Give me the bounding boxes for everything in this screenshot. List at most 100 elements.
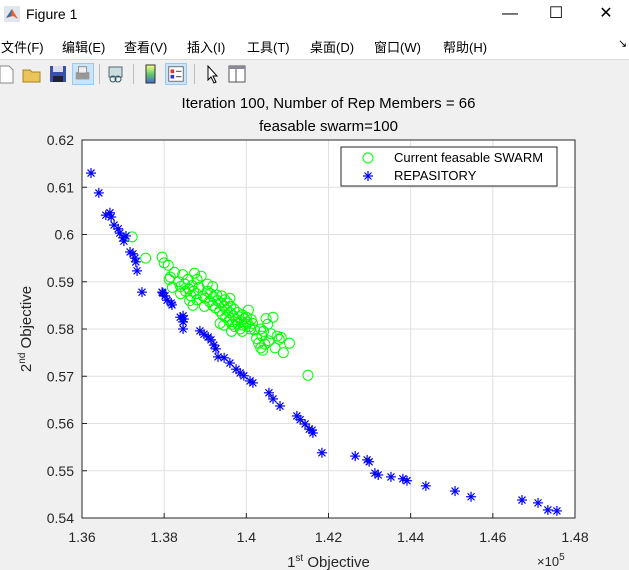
legend-entry-repository: REPASITORY (394, 168, 477, 183)
asterisk-stroke (101, 211, 110, 220)
asterisk-stroke (301, 420, 310, 428)
repository-point (212, 351, 223, 362)
repository-point (466, 491, 477, 502)
open-folder-icon[interactable] (21, 63, 43, 85)
legend (340, 146, 558, 187)
colorbar-icon[interactable] (140, 63, 162, 85)
swarm-point (224, 306, 236, 318)
asterisk-stroke (114, 224, 123, 233)
swarm-point (240, 311, 252, 323)
repository-point (210, 343, 221, 354)
menu-bar: 文件(F) 编辑(E) 查看(V) 插入(I) 工具(T) 桌面(D) 窗口(W… (0, 30, 629, 60)
link-icon[interactable] (105, 63, 127, 85)
asterisk-stroke (110, 221, 118, 229)
menu-desktop[interactable]: 桌面(D) (310, 40, 355, 55)
maximize-button[interactable]: ☐ (548, 5, 564, 22)
minimize-button[interactable]: — (502, 5, 518, 22)
repository-point (132, 265, 143, 276)
repository-point (224, 358, 235, 369)
repository-point (93, 187, 104, 198)
asterisk-stroke (308, 429, 317, 437)
repository-point (300, 418, 311, 429)
asterisk-stroke (131, 257, 140, 266)
asterisk-stroke (131, 254, 139, 263)
asterisk-stroke (179, 311, 187, 320)
repository-point (238, 370, 249, 381)
chart-title: Iteration 100, Number of Rep Members = 6… (182, 95, 476, 112)
y-tick-label: 0.58 (47, 321, 74, 337)
menu-file[interactable]: 文件(F) (1, 40, 44, 55)
swarm-point (277, 347, 289, 359)
asterisk-stroke (212, 344, 220, 353)
asterisk-stroke (534, 498, 542, 507)
x-axis-label: 1st Objective (287, 553, 370, 570)
swarm-point (189, 267, 201, 279)
legend-swarm-marker (362, 152, 374, 164)
x-tick-label: 1.36 (68, 529, 95, 545)
menu-edit[interactable]: 编辑(E) (62, 40, 106, 55)
swarm-point (265, 328, 277, 340)
asterisk-stroke (364, 172, 372, 180)
menu-tools[interactable]: 工具(T) (247, 40, 290, 55)
asterisk-stroke (370, 469, 379, 478)
close-button[interactable]: ✕ (599, 5, 613, 22)
dock-arrow-icon[interactable]: ↘ (618, 38, 628, 50)
property-inspector-icon[interactable] (226, 63, 248, 85)
legend-entry-swarm: Current feasable SWARM (394, 150, 543, 165)
asterisk-stroke (451, 487, 459, 495)
menu-view[interactable]: 查看(V) (124, 40, 168, 55)
repository-point (235, 367, 246, 378)
repository-point (100, 210, 111, 221)
toolbar-separator (133, 64, 134, 84)
asterisk-stroke (179, 317, 187, 326)
new-file-icon[interactable] (0, 63, 18, 85)
repository-point (542, 504, 553, 515)
asterisk-stroke (200, 330, 208, 339)
repository-point (245, 375, 256, 386)
swarm-point (218, 300, 230, 312)
repository-point (533, 497, 544, 508)
repository-point (373, 470, 384, 481)
swarm-point (218, 319, 230, 331)
menu-window[interactable]: 窗口(W) (374, 40, 421, 55)
repository-point (178, 316, 189, 327)
repository-point (401, 475, 412, 486)
repository-point (316, 447, 327, 458)
asterisk-stroke (138, 288, 146, 297)
asterisk-stroke (209, 341, 218, 349)
asterisk-stroke (421, 481, 430, 490)
x-tick-label: 1.48 (561, 529, 588, 545)
asterisk-stroke (122, 231, 130, 240)
swarm-point (215, 297, 227, 309)
x-tick-label: 1.38 (151, 529, 178, 545)
legend-icon[interactable] (165, 63, 187, 85)
swarm-point (190, 288, 202, 300)
axes-box (81, 139, 576, 519)
x-tick-label: 1.44 (397, 529, 424, 545)
y-tick-label: 0.61 (47, 179, 74, 195)
pointer-icon[interactable] (201, 63, 223, 85)
x-tick-label: 1.46 (479, 529, 506, 545)
menu-insert[interactable]: 插入(I) (187, 40, 226, 55)
swarm-point (207, 280, 219, 292)
swarm-point (275, 332, 287, 344)
toolbar-separator (194, 64, 195, 84)
repository-point (517, 495, 528, 506)
swarm-point (251, 332, 263, 344)
repository-point (364, 456, 375, 467)
repository-point (397, 473, 408, 484)
asterisk-stroke (232, 365, 240, 374)
toolbar-separator (99, 64, 100, 84)
asterisk-stroke (133, 266, 141, 275)
print-icon[interactable] (72, 63, 94, 85)
asterisk-stroke (179, 325, 187, 333)
swarm-point (255, 342, 267, 354)
save-icon[interactable] (47, 63, 69, 85)
swarm-point (140, 252, 152, 264)
swarm-point (191, 273, 203, 285)
asterisk-stroke (195, 326, 204, 335)
menu-help[interactable]: 帮助(H) (443, 40, 488, 55)
title-bar: Figure 1 — ☐ ✕ (0, 0, 629, 30)
asterisk-stroke (225, 359, 234, 367)
swarm-point (228, 303, 240, 315)
